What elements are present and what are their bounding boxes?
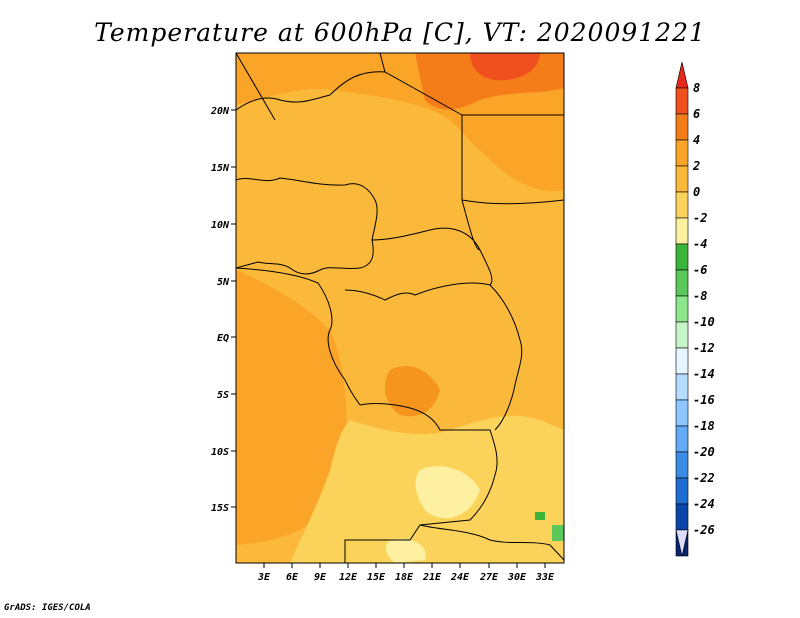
colorbar-swatch bbox=[675, 425, 689, 453]
cb-label-m8: -8 bbox=[693, 289, 707, 303]
map-title: Temperature at 600hPa [C], VT: 202009122… bbox=[94, 18, 706, 47]
colorbar-swatch bbox=[675, 139, 689, 167]
lon-label-15e: 15E bbox=[367, 572, 386, 583]
cb-label-8: 8 bbox=[693, 81, 700, 95]
colorbar-swatch bbox=[675, 399, 689, 427]
colorbar-swatch bbox=[675, 503, 689, 531]
map-borders bbox=[236, 53, 564, 563]
colorbar-swatch bbox=[675, 529, 689, 557]
lat-label-5s: 5S bbox=[217, 390, 229, 401]
lon-label-18e: 18E bbox=[395, 572, 414, 583]
colorbar-swatch bbox=[675, 165, 689, 193]
colorbar-swatch bbox=[675, 113, 689, 141]
colorbar-swatch bbox=[675, 269, 689, 297]
colorbar: 8 6 4 2 0 -2 -4 -6 -8 -10 -12 -14 -16 -1… bbox=[675, 61, 715, 557]
border-niger-north bbox=[236, 94, 331, 111]
cb-label-m4: -4 bbox=[693, 237, 707, 251]
cb-label-m14: -14 bbox=[693, 367, 715, 381]
cb-label-m22: -22 bbox=[693, 471, 715, 485]
lon-label-12e: 12E bbox=[339, 572, 358, 583]
field-cooler-south bbox=[415, 466, 480, 519]
field-cooler-south-2 bbox=[385, 538, 426, 563]
colorbar-swatches bbox=[675, 61, 689, 557]
border-chad-south bbox=[371, 227, 493, 286]
lat-label-5n: 5N bbox=[217, 277, 230, 288]
lon-label-24e: 24E bbox=[450, 572, 470, 583]
lon-axis: 3E 6E 9E 12E 15E 18E 21E 24E 27E 30E 33E bbox=[257, 563, 555, 583]
cb-label-m18: -18 bbox=[693, 419, 715, 433]
lat-label-10n: 10N bbox=[211, 220, 230, 231]
map-frame bbox=[235, 52, 565, 564]
border-angola bbox=[344, 403, 498, 563]
border-sudan bbox=[461, 114, 564, 205]
field-hottest bbox=[470, 53, 540, 81]
cb-label-m6: -6 bbox=[693, 263, 707, 277]
cb-label-0: 0 bbox=[693, 185, 700, 199]
colorbar-swatch bbox=[675, 217, 689, 245]
cb-label-4: 4 bbox=[693, 133, 700, 147]
lat-axis: 20N 15N 10N 5N EQ 5S 10S 15S bbox=[210, 106, 236, 514]
lon-label-30e: 30E bbox=[507, 572, 527, 583]
colorbar-swatch bbox=[675, 373, 689, 401]
colorbar-swatch bbox=[675, 295, 689, 323]
border-zambia bbox=[419, 524, 564, 561]
field-warm-west bbox=[236, 270, 347, 545]
cb-label-m10: -10 bbox=[693, 315, 715, 329]
lat-label-eq: EQ bbox=[217, 333, 229, 344]
field-cold-patch bbox=[535, 512, 545, 520]
cb-label-6: 6 bbox=[693, 107, 700, 121]
colorbar-swatch bbox=[675, 477, 689, 505]
colorbar-labels: 8 6 4 2 0 -2 -4 -6 -8 -10 -12 -14 -16 -1… bbox=[692, 81, 715, 537]
lon-label-21e: 21E bbox=[422, 572, 442, 583]
cb-label-2: 2 bbox=[692, 159, 700, 173]
cb-label-m20: -20 bbox=[693, 445, 715, 459]
lat-label-15n: 15N bbox=[211, 163, 230, 174]
lat-label-20n: 20N bbox=[210, 106, 230, 117]
field-cold-patch-2 bbox=[552, 525, 564, 541]
border-car bbox=[344, 282, 521, 341]
colorbar-swatch bbox=[675, 321, 689, 349]
lon-label-9e: 9E bbox=[314, 572, 327, 583]
temperature-field bbox=[236, 53, 564, 563]
field-congo bbox=[384, 366, 440, 417]
lon-label-6e: 6E bbox=[286, 572, 299, 583]
cb-label-m2: -2 bbox=[693, 211, 707, 225]
lon-label-27e: 27E bbox=[479, 572, 499, 583]
border-chad-east bbox=[329, 71, 481, 251]
border-lakes bbox=[494, 339, 523, 431]
colorbar-swatch bbox=[675, 191, 689, 219]
colorbar-swatch bbox=[675, 61, 689, 89]
cb-label-m24: -24 bbox=[693, 497, 715, 511]
coastline-west bbox=[236, 267, 361, 406]
cb-label-m16: -16 bbox=[693, 393, 715, 407]
colorbar-swatch bbox=[675, 347, 689, 375]
lat-label-15s: 15S bbox=[211, 503, 229, 514]
cb-label-m12: -12 bbox=[693, 341, 715, 355]
lon-label-33e: 33E bbox=[535, 572, 555, 583]
lat-label-10s: 10S bbox=[211, 447, 229, 458]
grads-credit: GrADS: IGES/COLA bbox=[4, 603, 91, 613]
colorbar-swatch bbox=[675, 451, 689, 479]
colorbar-swatch bbox=[675, 243, 689, 271]
colorbar-swatch bbox=[675, 87, 689, 115]
border-north bbox=[236, 53, 386, 121]
lon-label-3e: 3E bbox=[257, 572, 271, 583]
cb-label-m26: -26 bbox=[693, 523, 715, 537]
